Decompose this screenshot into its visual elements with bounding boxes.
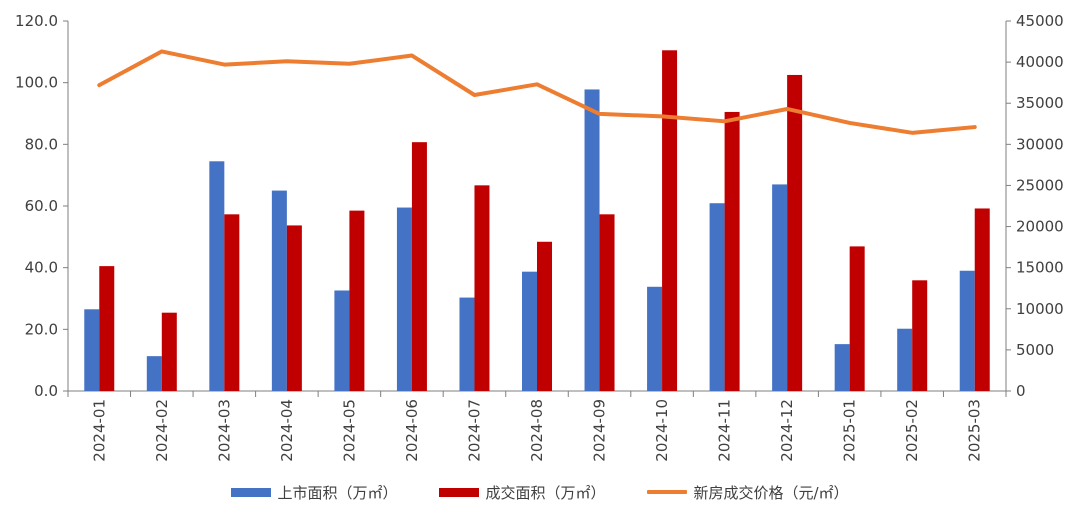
y-right-tick-label: 20000 [1016, 218, 1064, 236]
y-right-tick-label: 35000 [1016, 94, 1064, 112]
y-left-tick-label: 60.0 [25, 197, 58, 215]
x-tick-label: 2025-01 [841, 399, 859, 462]
y-right-tick-label: 10000 [1016, 300, 1064, 318]
line-price [97, 49, 977, 135]
x-tick-label: 2024-05 [340, 399, 358, 462]
x-tick-label: 2024-06 [403, 399, 421, 462]
y-left-tick-label: 20.0 [25, 320, 58, 338]
x-tick-label: 2025-03 [966, 399, 984, 462]
line-price-point [472, 93, 476, 97]
x-tick-label: 2024-10 [653, 399, 671, 462]
line-price-point [222, 63, 226, 67]
line-price-point [97, 83, 101, 87]
bar-transaction-area [724, 111, 740, 391]
x-tick-label: 2024-12 [778, 399, 796, 462]
x-tick-label: 2024-04 [278, 399, 296, 462]
line-price-point [535, 82, 539, 86]
y-left-tick-label: 100.0 [15, 74, 58, 92]
bar-transaction-area [974, 208, 990, 391]
bar-listed-area [959, 270, 975, 391]
y-left-tick-label: 80.0 [25, 135, 58, 153]
bar-listed-area [709, 203, 725, 391]
bar-listed-area [897, 328, 913, 391]
bar-transaction-area [349, 210, 365, 391]
bar-listed-area [834, 344, 850, 391]
combo-chart: 0.0 20.0 40.0 60.0 80.0 100.0 120.0 0 5000 10000 1… [15, 12, 1064, 462]
bar-transaction-area [411, 142, 427, 391]
bar-transaction-area [99, 266, 115, 391]
x-tick-label: 2024-03 [215, 399, 233, 462]
line-price-point [723, 119, 727, 123]
bar-transaction-area [912, 280, 928, 391]
x-tick-label: 2024-01 [90, 399, 108, 462]
y-right-tick-label: 25000 [1016, 176, 1064, 194]
line-price-point [598, 112, 602, 116]
bar-listed-area [584, 89, 600, 391]
x-tick-label: 2024-02 [153, 399, 171, 462]
bar-listed-area [772, 184, 788, 391]
axes-layer: 0.0 20.0 40.0 60.0 80.0 100.0 120.0 0 5000 10000 1… [15, 12, 1064, 462]
line-price-point [347, 62, 351, 66]
bar-transaction-area [286, 225, 302, 391]
y-right-tick-label: 30000 [1016, 135, 1064, 153]
line-price-point [785, 107, 789, 111]
y-right-tick-label: 40000 [1016, 53, 1064, 71]
bar-listed-area [209, 161, 225, 391]
line-price-point [910, 131, 914, 135]
line-price-point [973, 125, 977, 129]
bar-transaction-area [224, 214, 240, 391]
legend-item-price: 新房成交价格（元/㎡） [647, 482, 849, 503]
bar-transaction-area [161, 312, 177, 391]
legend-label-transaction-area: 成交面积（万㎡） [485, 483, 606, 502]
y-left-tick-label: 0.0 [34, 382, 58, 400]
line-price-point [285, 59, 289, 63]
x-tick-label: 2024-09 [591, 399, 609, 462]
chart-legend: 上市面积（万㎡） 成交面积（万㎡） 新房成交价格（元/㎡） [0, 477, 1080, 507]
y-right-tick-label: 45000 [1016, 12, 1064, 30]
y-right-tick-label: 5000 [1016, 341, 1054, 359]
bar-transaction-area [849, 246, 865, 391]
line-price-point [848, 121, 852, 125]
legend-swatch-transaction-area [439, 487, 480, 497]
line-price-point [660, 114, 664, 118]
x-tick-label: 2025-02 [903, 399, 921, 462]
bar-listed-area [459, 297, 475, 391]
legend-item-transaction-area: 成交面积（万㎡） [439, 482, 605, 503]
bar-transaction-area [662, 50, 678, 392]
bar-listed-area [647, 286, 663, 391]
x-tick-label: 2024-11 [716, 399, 734, 462]
bar-transaction-area [787, 74, 803, 391]
legend-item-listed-area: 上市面积（万㎡） [231, 482, 397, 503]
bar-transaction-area [599, 214, 615, 391]
bar-listed-area [522, 271, 537, 391]
legend-label-price: 新房成交价格（元/㎡） [693, 483, 849, 502]
line-price-point [160, 49, 164, 53]
bar-listed-area [146, 356, 162, 391]
line-price-point [410, 54, 414, 58]
y-right-tick-label: 0 [1016, 382, 1026, 400]
y-left-tick-label: 40.0 [25, 259, 58, 277]
legend-swatch-price [647, 490, 688, 494]
y-right-tick-label: 15000 [1016, 259, 1064, 277]
legend-swatch-listed-area [231, 487, 272, 497]
bar-transaction-area [537, 241, 552, 391]
x-tick-label: 2024-07 [465, 399, 483, 462]
bar-listed-area [84, 309, 100, 391]
bar-listed-area [271, 190, 287, 391]
bar-listed-area [396, 207, 412, 391]
line-layer [97, 49, 977, 135]
y-left-tick-label: 120.0 [15, 12, 58, 30]
bar-transaction-area [474, 185, 490, 391]
bars-layer [84, 50, 990, 392]
legend-label-listed-area: 上市面积（万㎡） [277, 483, 398, 502]
x-tick-label: 2024-08 [528, 399, 546, 462]
bar-listed-area [334, 290, 350, 391]
